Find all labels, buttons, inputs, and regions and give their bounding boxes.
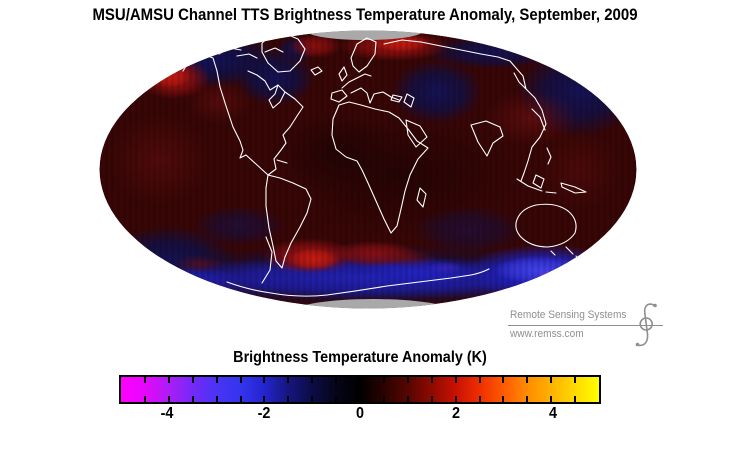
europe-coast-outline bbox=[341, 73, 372, 89]
colorbar-tick bbox=[215, 396, 218, 402]
colorbar-tick bbox=[382, 396, 385, 402]
colorbar-tick bbox=[335, 377, 338, 383]
antarctica-coast-outline bbox=[226, 268, 490, 297]
colorbar-tick bbox=[454, 396, 457, 402]
philippines-outline bbox=[546, 147, 552, 165]
india-outline bbox=[470, 120, 504, 157]
sumatra-java-outline bbox=[516, 178, 557, 194]
colorbar-tick-labels: -4 -2 0 2 4 bbox=[119, 405, 601, 425]
colorbar-tick bbox=[287, 377, 290, 383]
colorbar-tick bbox=[167, 377, 170, 383]
colorbar-tick bbox=[478, 377, 481, 383]
colorbar-tick bbox=[574, 377, 577, 383]
colorbar bbox=[119, 375, 601, 404]
colorbar-tick-label: 0 bbox=[355, 405, 365, 422]
branding-name: Remote Sensing Systems bbox=[510, 309, 627, 321]
map-stripe-texture bbox=[99, 30, 637, 309]
colorbar-tick bbox=[359, 377, 361, 383]
colorbar-tick bbox=[311, 396, 314, 402]
world-map bbox=[99, 30, 637, 309]
kamchatka-outline bbox=[509, 60, 527, 90]
rss-logo-icon bbox=[635, 303, 657, 347]
colorbar-tick bbox=[574, 396, 577, 402]
colorbar-tick bbox=[239, 377, 242, 383]
colorbar-tick bbox=[167, 396, 170, 402]
colorbar-tick bbox=[191, 396, 194, 402]
colorbar-tick bbox=[550, 377, 553, 383]
colorbar-tick bbox=[143, 377, 146, 383]
colorbar-tick bbox=[526, 377, 529, 383]
colorbar-tick bbox=[478, 396, 481, 402]
colorbar-tick-label: 4 bbox=[548, 405, 557, 422]
iceland-outline bbox=[310, 66, 323, 76]
world-map-svg bbox=[99, 30, 637, 309]
colorbar-tick-label: 2 bbox=[452, 405, 461, 422]
borneo-outline bbox=[532, 174, 545, 189]
madagascar-outline bbox=[416, 187, 427, 208]
colorbar-tick-label: -4 bbox=[160, 405, 174, 422]
colorbar-tick-label: -2 bbox=[257, 405, 270, 422]
hudson-bay-outline bbox=[268, 84, 286, 109]
australia-outline bbox=[515, 203, 577, 248]
colorbar-tick bbox=[406, 377, 409, 383]
colorbar-tick bbox=[311, 377, 314, 383]
new-guinea-outline bbox=[560, 182, 587, 194]
branding-url: www.remss.com bbox=[510, 328, 584, 340]
colorbar-tick bbox=[502, 377, 505, 383]
japan-outline bbox=[531, 108, 546, 131]
colorbar-tick bbox=[502, 396, 505, 402]
colorbar-tick bbox=[263, 377, 266, 383]
caspian-sea-outline bbox=[403, 93, 415, 108]
figure-title: MSU/AMSU Channel TTS Brightness Temperat… bbox=[92, 5, 638, 24]
asia-east-coast-outline bbox=[520, 88, 547, 182]
scandinavia-outline bbox=[350, 37, 377, 73]
branding-rule bbox=[508, 325, 663, 326]
iberia-outline bbox=[330, 89, 348, 103]
colorbar-tick bbox=[215, 377, 218, 383]
caribbean-outline bbox=[276, 159, 288, 164]
colorbar-tick bbox=[430, 377, 433, 383]
colorbar-tick bbox=[406, 396, 409, 402]
colorbar-tick bbox=[335, 396, 338, 402]
colorbar-title: Brightness Temperature Anomaly (K) bbox=[233, 349, 487, 366]
arabia-outline bbox=[405, 119, 428, 148]
continent-outlines bbox=[182, 33, 587, 297]
colorbar-tick bbox=[263, 396, 266, 402]
colorbar-tick bbox=[382, 377, 385, 383]
map-polar-nodata-caps bbox=[293, 30, 453, 309]
colorbar-tick bbox=[526, 396, 529, 402]
black-sea-outline bbox=[390, 94, 403, 103]
antarctic-peninsula-outline bbox=[261, 236, 273, 284]
british-isles-outline bbox=[338, 66, 348, 82]
colorbar-tick bbox=[191, 377, 194, 383]
south-america-outline bbox=[265, 174, 312, 269]
asia-north-coast-outline bbox=[383, 39, 511, 62]
colorbar-tick bbox=[430, 396, 433, 402]
colorbar-tick bbox=[143, 396, 146, 402]
branding-block: Remote Sensing Systems www.remss.com bbox=[508, 303, 678, 353]
mediterranean-outline bbox=[350, 87, 400, 104]
colorbar-tick bbox=[287, 396, 290, 402]
colorbar-tick bbox=[454, 377, 457, 383]
colorbar-tick bbox=[359, 396, 361, 402]
africa-outline bbox=[331, 101, 429, 234]
north-america-east-outline bbox=[247, 70, 304, 176]
colorbar-tick bbox=[239, 396, 242, 402]
colorbar-tick bbox=[550, 396, 553, 402]
tasmania-outline bbox=[550, 250, 556, 256]
